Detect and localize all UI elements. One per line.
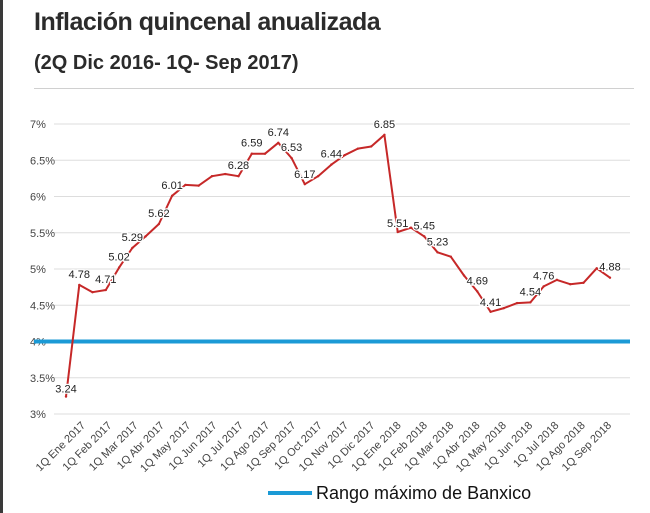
data-point xyxy=(489,310,492,313)
data-point xyxy=(184,183,187,187)
left-border xyxy=(0,0,3,513)
data-label: 6.85 xyxy=(374,119,395,131)
data-point xyxy=(330,163,333,166)
data-point xyxy=(303,182,307,186)
data-label: 6.74 xyxy=(268,127,289,139)
data-point xyxy=(117,266,121,269)
legend: Rango máximo de Banxico xyxy=(268,483,531,503)
data-point xyxy=(210,175,214,178)
data-point xyxy=(91,291,94,294)
data-point xyxy=(170,194,174,197)
data-label: 6.28 xyxy=(228,160,249,172)
data-point xyxy=(78,283,81,287)
chart-title: Inflación quincenal anualizada xyxy=(34,8,381,36)
legend-swatch xyxy=(268,491,312,495)
data-point xyxy=(449,255,452,258)
data-label: 6.01 xyxy=(161,180,182,192)
y-tick-label: 7% xyxy=(30,119,46,131)
data-label: 4.76 xyxy=(533,270,554,282)
y-tick-label: 3% xyxy=(30,409,46,421)
data-label: 5.02 xyxy=(108,252,129,264)
data-label: 4.78 xyxy=(69,269,90,281)
data-point xyxy=(423,235,426,238)
data-label: 4.88 xyxy=(599,262,620,274)
data-label: 5.51 xyxy=(387,218,408,230)
series-line xyxy=(65,133,611,397)
y-tick-label: 6% xyxy=(30,192,46,204)
data-point xyxy=(515,301,519,305)
data-point xyxy=(595,267,598,270)
data-label: 4.41 xyxy=(480,297,501,309)
data-point xyxy=(369,145,373,148)
data-point xyxy=(64,395,68,398)
data-label: 4.71 xyxy=(95,274,116,286)
data-point xyxy=(316,175,320,178)
data-point xyxy=(277,141,280,145)
data-point xyxy=(237,175,240,178)
data-point xyxy=(608,276,612,279)
header-separator xyxy=(34,88,634,89)
data-point xyxy=(555,278,559,282)
data-point xyxy=(104,288,108,292)
data-point xyxy=(409,226,413,229)
data-point xyxy=(568,283,572,286)
y-tick-label: 6.5% xyxy=(30,155,55,167)
y-tick-label: 3.5% xyxy=(30,373,55,385)
data-label: 3.24 xyxy=(55,384,76,396)
data-label: 4.54 xyxy=(520,286,541,298)
data-point xyxy=(290,156,293,160)
data-point xyxy=(383,133,386,137)
data-point xyxy=(502,306,506,310)
data-point xyxy=(157,222,161,226)
data-label: 5.23 xyxy=(427,236,448,248)
data-point xyxy=(476,290,479,293)
data-label: 5.29 xyxy=(122,232,143,244)
data-point xyxy=(263,152,267,155)
data-point xyxy=(582,281,585,284)
data-point xyxy=(529,301,532,304)
data-label: 5.62 xyxy=(148,208,169,220)
data-point xyxy=(144,235,147,238)
data-point xyxy=(436,251,439,254)
data-point xyxy=(250,152,253,155)
data-label: 6.17 xyxy=(294,169,315,181)
data-point xyxy=(356,147,360,150)
data-point xyxy=(224,172,227,176)
data-label: 6.44 xyxy=(321,149,342,161)
data-point xyxy=(462,274,466,277)
y-tick-label: 5% xyxy=(30,264,46,276)
data-label: 4.69 xyxy=(467,275,488,287)
y-tick-label: 4.5% xyxy=(30,300,55,312)
data-point xyxy=(343,153,346,157)
data-label: 6.59 xyxy=(241,138,262,150)
legend-label: Rango máximo de Banxico xyxy=(316,482,532,503)
data-point xyxy=(396,230,399,234)
data-label: 6.53 xyxy=(281,142,302,154)
data-point xyxy=(542,285,545,288)
data-label: 5.45 xyxy=(414,220,435,232)
chart-subtitle: (2Q Dic 2016- 1Q- Sep 2017) xyxy=(34,52,299,74)
y-tick-label: 5.5% xyxy=(30,228,55,240)
data-point xyxy=(197,184,200,187)
data-point xyxy=(131,246,134,250)
